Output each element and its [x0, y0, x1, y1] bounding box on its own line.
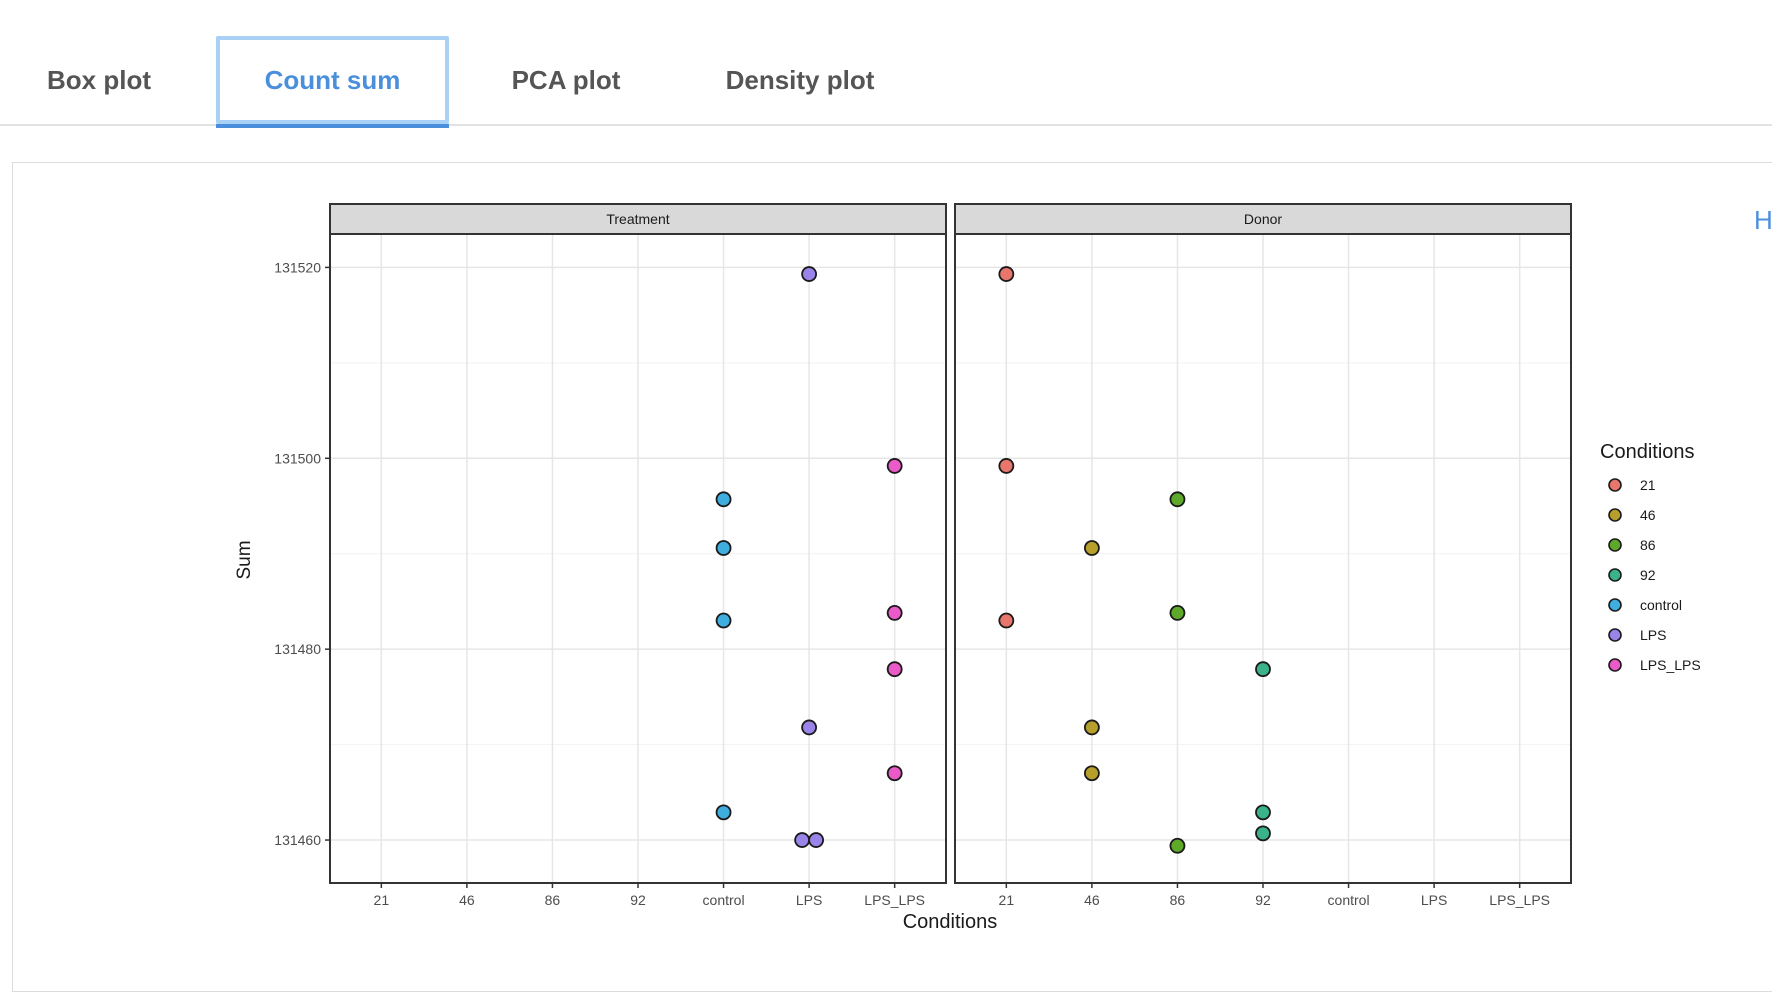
x-tick-label: 46 — [459, 892, 475, 908]
x-tick-label: 86 — [545, 892, 561, 908]
legend-label: control — [1640, 597, 1682, 613]
tab-box-plot[interactable]: Box plot — [47, 64, 151, 95]
data-point — [1255, 661, 1271, 678]
legend-label: 86 — [1640, 537, 1656, 553]
legend-label: 21 — [1640, 477, 1656, 493]
x-tick-label: 21 — [374, 892, 390, 908]
data-point — [1255, 804, 1271, 821]
y-tick-label: 131520 — [274, 259, 321, 275]
y-tick-label: 131480 — [274, 641, 321, 657]
x-tick-label: LPS — [1421, 892, 1447, 908]
tab-density-plot[interactable]: Density plot — [725, 64, 875, 95]
data-point — [715, 612, 732, 629]
y-tick-label: 131500 — [274, 450, 321, 466]
facet-title: Treatment — [606, 211, 669, 227]
facet-treatment: Treatment 21 46 86 92 control LPS LPS_LPS — [329, 203, 947, 908]
data-point — [1169, 837, 1186, 854]
y-axis-label: Sum — [234, 540, 255, 579]
data-point — [715, 491, 732, 508]
legend-key — [1608, 508, 1622, 522]
tab-bar: Box plot Count sum PCA plot Density plot — [0, 0, 1772, 128]
legend-key — [1608, 568, 1622, 582]
legend-key — [1608, 478, 1622, 492]
data-point — [1083, 765, 1100, 782]
data-point — [998, 266, 1015, 282]
help-link[interactable]: H — [1754, 205, 1772, 235]
data-point — [715, 540, 732, 556]
y-tick-label: 131460 — [274, 832, 321, 848]
legend-key — [1608, 628, 1622, 642]
count-sum-chart: Treatment 21 46 86 92 control LPS LPS_LPS Donor 2… — [234, 203, 1701, 933]
x-tick-label: 86 — [1170, 892, 1186, 908]
data-point — [886, 605, 903, 621]
data-point — [801, 266, 818, 282]
legend-title: Conditions — [1600, 441, 1695, 463]
legend-key — [1608, 658, 1622, 672]
data-point — [1255, 825, 1271, 842]
data-point — [1083, 719, 1100, 736]
legend: Conditions 21 46 86 92 control LPS LPS_LPS — [1600, 441, 1701, 673]
facet-strip — [954, 203, 1572, 235]
data-point — [998, 612, 1015, 629]
legend-key — [1608, 598, 1622, 612]
data-point — [886, 661, 903, 678]
x-tick-label: 92 — [1255, 892, 1271, 908]
legend-label: 92 — [1640, 567, 1656, 583]
x-tick-label: control — [1328, 892, 1370, 908]
facet-title: Donor — [1244, 211, 1282, 227]
data-point — [1169, 491, 1186, 508]
data-point — [886, 458, 903, 474]
facet-donor: Donor 21 46 86 92 control LPS LPS_LPS — [954, 203, 1572, 908]
legend-label: LPS_LPS — [1640, 657, 1701, 673]
data-point — [715, 804, 732, 821]
legend-label: 46 — [1640, 507, 1656, 523]
x-tick-label: 21 — [999, 892, 1015, 908]
legend-label: LPS — [1640, 627, 1666, 643]
x-tick-label: LPS — [796, 892, 822, 908]
data-point — [998, 458, 1015, 474]
data-point — [794, 832, 811, 848]
data-point — [808, 832, 825, 848]
data-point — [1169, 605, 1186, 621]
x-tick-label: 92 — [630, 892, 646, 908]
tab-count-sum[interactable]: Count sum — [216, 36, 449, 128]
y-axis: 131460 131480 131500 131520 — [274, 259, 330, 848]
x-tick-label: LPS_LPS — [864, 892, 925, 908]
data-point — [1083, 540, 1100, 556]
x-tick-label: LPS_LPS — [1489, 892, 1550, 908]
data-point — [886, 765, 903, 782]
x-tick-label: control — [703, 892, 745, 908]
x-axis-label: Conditions — [903, 911, 998, 933]
data-point — [801, 719, 818, 736]
x-tick-label: 46 — [1084, 892, 1100, 908]
legend-key — [1608, 538, 1622, 552]
facet-strip — [329, 203, 947, 235]
tab-pca-plot[interactable]: PCA plot — [511, 64, 621, 95]
